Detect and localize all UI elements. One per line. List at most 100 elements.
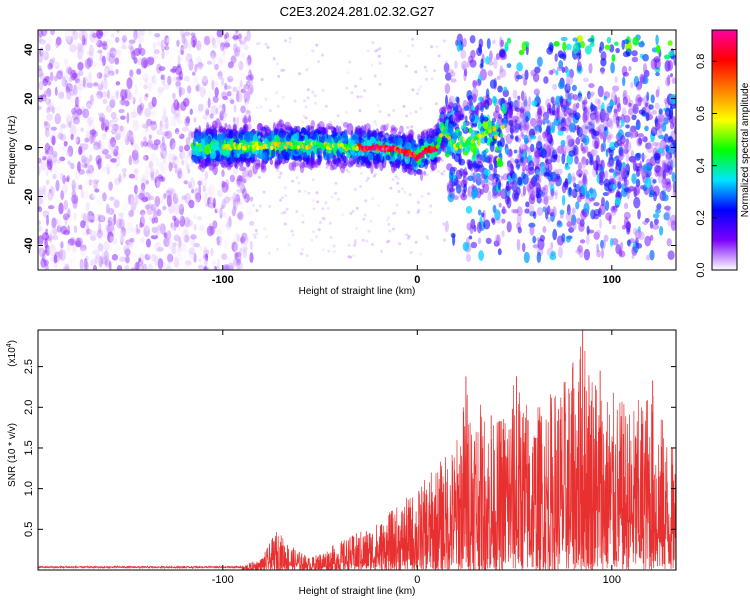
heatmap-cell — [90, 212, 95, 224]
heatmap-cell — [107, 180, 114, 192]
heatmap-cell — [250, 158, 256, 164]
heatmap-cell — [242, 85, 248, 95]
heatmap-cell — [316, 123, 321, 131]
heatmap-cell — [139, 188, 146, 198]
heatmap-cell — [655, 89, 660, 98]
heatmap-cell — [103, 265, 111, 270]
heatmap-cell — [218, 46, 224, 53]
heatmap-cell — [111, 128, 118, 135]
heatmap-cell — [138, 43, 142, 55]
heatmap-cell — [82, 260, 89, 270]
heatmap-cell — [76, 172, 81, 179]
heatmap-cell — [592, 138, 597, 149]
heatmap-cell — [257, 135, 261, 139]
heatmap-cell — [604, 126, 608, 131]
heatmap-cell — [61, 92, 65, 101]
heatmap-cell — [255, 232, 259, 236]
heatmap-cell — [71, 110, 79, 121]
heatmap-cell — [159, 162, 164, 168]
heatmap-cell — [46, 214, 49, 226]
heatmap-cell — [605, 182, 610, 188]
heatmap-cell — [498, 146, 503, 151]
heatmap-cell — [41, 48, 47, 59]
heatmap-cell — [89, 258, 98, 267]
heatmap-cell — [523, 77, 528, 86]
heatmap-cell — [582, 135, 590, 146]
heatmap-cell — [567, 138, 575, 148]
heatmap-cell — [635, 81, 643, 90]
heatmap-cell — [223, 190, 229, 196]
heatmap-cell — [123, 245, 130, 254]
heatmap-cell — [556, 66, 563, 72]
heatmap-cell — [48, 235, 55, 240]
heatmap-cell — [81, 35, 86, 46]
heatmap-cell — [85, 78, 92, 84]
heatmap-cell — [44, 238, 48, 249]
heatmap-cell — [104, 133, 108, 141]
heatmap-cell — [38, 155, 44, 161]
heatmap-cell — [91, 144, 98, 152]
heatmap-cell — [79, 57, 86, 63]
heatmap-cell — [172, 193, 179, 205]
heatmap-cell — [151, 96, 157, 108]
heatmap-cell — [83, 258, 88, 270]
heatmap-cell — [512, 100, 518, 110]
heatmap-cell — [560, 126, 567, 132]
heatmap-cell — [409, 251, 413, 254]
heatmap-cell — [94, 35, 99, 48]
heatmap-cell — [64, 30, 70, 42]
heatmap-cell — [190, 35, 198, 47]
heatmap-cell — [528, 222, 536, 228]
heatmap-cell — [227, 218, 233, 224]
heatmap-cell — [636, 137, 643, 147]
heatmap-cell — [624, 143, 629, 149]
heatmap-cell — [446, 104, 453, 114]
heatmap-cell — [427, 192, 431, 196]
heatmap-cell — [246, 247, 253, 254]
heatmap-cell — [140, 182, 146, 191]
heatmap-cell — [112, 39, 116, 48]
heatmap-cell — [175, 65, 183, 76]
heatmap-cell — [593, 213, 599, 220]
heatmap-cell — [494, 134, 498, 140]
heatmap-cell — [463, 105, 470, 111]
heatmap-cell — [655, 208, 661, 214]
heatmap-cell — [246, 30, 251, 42]
heatmap-cell — [328, 221, 332, 225]
heatmap-cell — [330, 128, 334, 132]
heatmap-cell — [518, 49, 525, 56]
heatmap-cell — [226, 188, 231, 198]
heatmap-cell — [247, 84, 254, 95]
heatmap-cell — [496, 75, 501, 80]
heatmap-cell — [105, 224, 112, 231]
heatmap-cell — [407, 54, 410, 58]
heatmap-cell — [103, 67, 108, 75]
heatmap-cell — [38, 206, 43, 213]
heatmap-cell — [232, 33, 239, 42]
heatmap-cell — [271, 148, 276, 159]
heatmap-cell — [564, 83, 571, 94]
heatmap-cell — [154, 255, 159, 267]
heatmap-cell — [672, 186, 676, 198]
heatmap-cell — [525, 103, 531, 114]
heatmap-cell — [64, 216, 68, 226]
heatmap-cell — [547, 120, 552, 128]
heatmap-cell — [343, 155, 347, 164]
heatmap-cell — [147, 30, 153, 36]
heatmap-cell — [108, 181, 113, 191]
heatmap-cell — [50, 153, 58, 164]
heatmap-cell — [492, 39, 496, 45]
heatmap-cell — [142, 141, 149, 147]
heatmap-cell — [90, 132, 96, 144]
heatmap-cell — [146, 144, 151, 149]
heatmap-cell — [78, 256, 84, 263]
heatmap-cell — [149, 254, 154, 264]
heatmap-cell — [236, 90, 240, 102]
heatmap-cell — [77, 83, 84, 91]
heatmap-cell — [476, 153, 483, 164]
heatmap-cell — [48, 102, 55, 108]
heatmap-cell — [133, 48, 141, 56]
heatmap-cell — [588, 121, 593, 126]
heatmap-cell — [176, 39, 180, 47]
